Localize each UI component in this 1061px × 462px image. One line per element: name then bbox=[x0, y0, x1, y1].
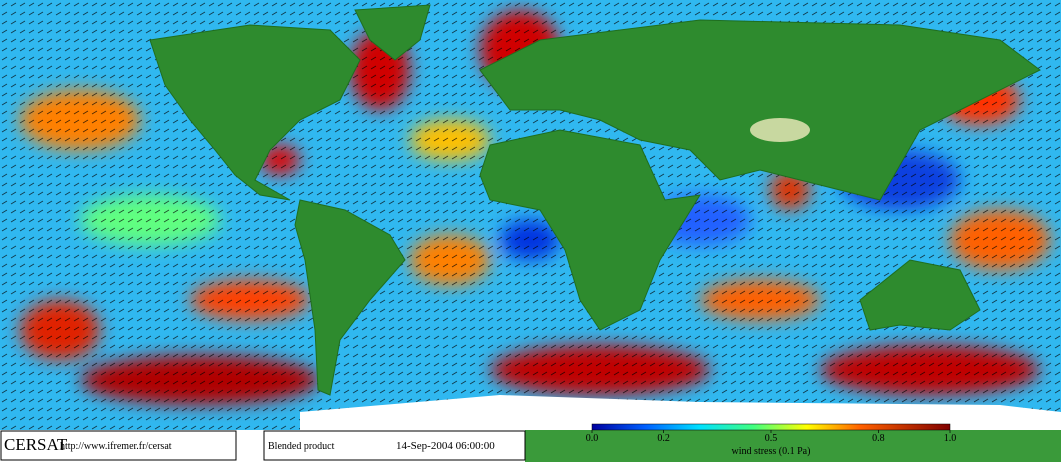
colorbar-tick-label: 0.0 bbox=[586, 433, 599, 444]
colorbar-ramp bbox=[591, 423, 951, 431]
product: Blended product bbox=[268, 441, 335, 452]
colorbar-tick-label: 0.5 bbox=[765, 433, 778, 444]
antarctica-coast bbox=[525, 430, 1061, 462]
antarctica bbox=[300, 395, 1061, 430]
colorbar-tick-label: 0.2 bbox=[657, 433, 670, 444]
footer-left: CERSAT http://www.ifremer.fr/cersat bbox=[0, 430, 237, 461]
logo: CERSAT bbox=[4, 435, 68, 454]
url: http://www.ifremer.fr/cersat bbox=[60, 441, 172, 452]
land bbox=[149, 4, 1041, 396]
datetime: 14-Sep-2004 06:00:00 bbox=[396, 440, 495, 452]
colorbar: wind stress (0.1 Pa) 0.0 0.2 0.5 0.8 1.0 bbox=[586, 423, 957, 457]
colorbar-tick-label: 0.8 bbox=[872, 433, 885, 444]
footer-mid: Blended product 14-Sep-2004 06:00:00 bbox=[263, 430, 526, 461]
colorbar-label: wind stress (0.1 Pa) bbox=[732, 446, 811, 457]
colorbar-tick-label: 1.0 bbox=[944, 433, 957, 444]
